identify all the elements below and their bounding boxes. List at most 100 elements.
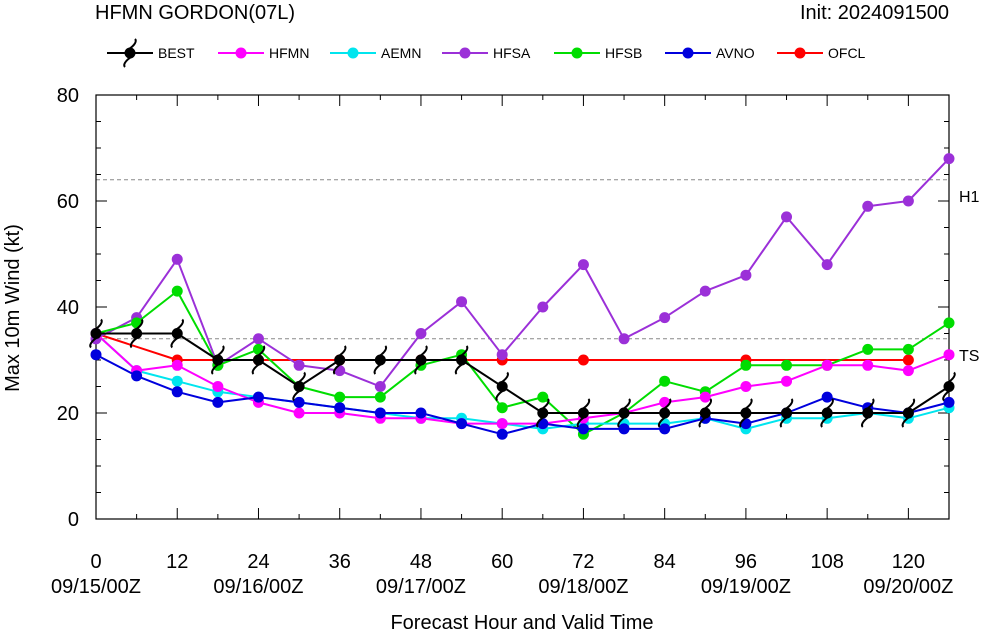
legend-label-best: BEST (158, 45, 195, 61)
series-point-hfsa (537, 301, 549, 313)
series-point-best-eye (821, 407, 833, 419)
series-point-hfsa (577, 259, 589, 271)
series-point-best-eye (537, 407, 549, 419)
legend-marker-hfmn (235, 47, 247, 59)
legend-marker-hfsb (571, 47, 583, 59)
series-point-hfmn (699, 391, 711, 403)
series-point-best-eye (90, 328, 102, 339)
series-point-hfsb (334, 391, 346, 403)
x-axis-label: Forecast Hour and Valid Time (390, 612, 653, 632)
series-point-best-eye (659, 407, 671, 419)
series-point-best-arm-bottom (454, 363, 464, 375)
x-tick-label: 60 (491, 551, 513, 573)
series-point-best (332, 345, 347, 375)
x-tick-label: 72 (572, 551, 594, 573)
series-point-hfsb (943, 317, 955, 329)
series-point-best-arm-top (784, 398, 794, 410)
series-point-ofcl (577, 354, 589, 366)
x-tick-label: 0 (90, 551, 101, 573)
series-point-avno (496, 428, 508, 440)
date-tick-label: 09/17/00Z (376, 576, 466, 598)
series-point-hfsa (781, 211, 793, 223)
series-point-best (779, 398, 794, 428)
series-point-hfsa (821, 259, 833, 271)
threshold-label-h1: H1 (959, 189, 980, 206)
series-point-avno (943, 396, 955, 408)
legend-marker-best-arm-bottom (123, 56, 132, 68)
legend-label-hfmn: HFMN (269, 45, 309, 61)
series-point-best (861, 398, 875, 428)
series-point-hfmn (821, 359, 833, 371)
series-point-avno (821, 391, 833, 403)
series-point-best-arm-bottom (861, 416, 870, 428)
series-point-best (820, 398, 834, 428)
date-tick-label: 09/15/00Z (51, 576, 141, 598)
legend-marker-best-eye (124, 47, 136, 59)
series-point-best-arm-top (419, 345, 428, 357)
series-point-avno (659, 423, 671, 435)
legend-label-ofcl: OFCL (828, 45, 866, 61)
legend-marker-avno (682, 47, 694, 59)
series-point-avno (618, 423, 630, 435)
legend-item-aemn: AEMN (330, 45, 421, 61)
series-point-hfsa (171, 253, 183, 265)
series-point-best-eye (334, 354, 346, 366)
series-point-best (454, 345, 469, 375)
legend-item-hfmn: HFMN (218, 45, 309, 61)
x-tick-label: 108 (810, 551, 843, 573)
series-point-hfsa (456, 296, 468, 308)
series-point-hfsa (699, 285, 711, 297)
y-tick-label: 20 (57, 403, 79, 425)
series-point-avno (374, 407, 386, 419)
series-point-hfsa (740, 269, 752, 281)
legend: BEST HFMN AEMN HFSA HFSB AVNO OFCL (107, 38, 866, 68)
series-point-avno (212, 396, 224, 408)
series-point-best-arm-top (378, 345, 388, 357)
series-point-best (536, 398, 550, 428)
x-tick-label: 48 (410, 551, 432, 573)
series-point-best-eye (212, 354, 224, 366)
series-point-best (739, 398, 753, 428)
series-point-avno (293, 396, 305, 408)
series-point-best (901, 398, 916, 428)
series-point-best-arm-bottom (373, 363, 382, 375)
series-point-best-eye (943, 381, 955, 392)
series-point-best (576, 398, 591, 428)
series-point-best-eye (862, 407, 874, 419)
legend-item-hfsb: HFSB (554, 45, 642, 61)
legend-item-ofcl: OFCL (777, 45, 866, 61)
series-point-best-arm-top (622, 398, 631, 410)
legend-item-best: BEST (107, 38, 195, 68)
y-axis-label: Max 10m Wind (kt) (2, 224, 24, 392)
series-point-avno (252, 391, 264, 403)
series-line-hfsb (95, 290, 950, 436)
series-point-hfsa (943, 153, 955, 165)
series-point-best-eye (374, 354, 386, 366)
series-point-hfsa (496, 349, 508, 361)
series-point-hfsb (496, 402, 508, 414)
y-tick-label: 0 (68, 509, 79, 531)
series-point-hfsa (659, 312, 671, 324)
x-tick-label: 84 (654, 551, 676, 573)
date-tick-label: 09/18/00Z (538, 576, 628, 598)
series-point-best (292, 371, 306, 402)
series-point-best-arm-top (297, 371, 306, 384)
x-tick-label: 12 (166, 551, 188, 573)
chart-title: HFMN GORDON(07L) (95, 2, 295, 24)
series-point-hfsb (659, 375, 671, 387)
series-point-avno (171, 386, 183, 398)
series-point-hfsb (374, 391, 386, 403)
series-point-best-eye (496, 381, 508, 392)
series-point-aemn (171, 375, 183, 387)
series-point-hfsa (902, 195, 914, 207)
series-line-hfsa (95, 157, 950, 388)
series-point-best (373, 345, 388, 375)
series-point-best-arm-bottom (251, 363, 261, 375)
series-point-hfmn (902, 365, 914, 377)
series-point-best-arm-bottom (170, 336, 179, 349)
series-point-best (698, 398, 713, 428)
series-point-best-eye (456, 354, 468, 366)
y-tick-label: 80 (57, 85, 79, 107)
x-tick-label: 24 (247, 551, 269, 573)
